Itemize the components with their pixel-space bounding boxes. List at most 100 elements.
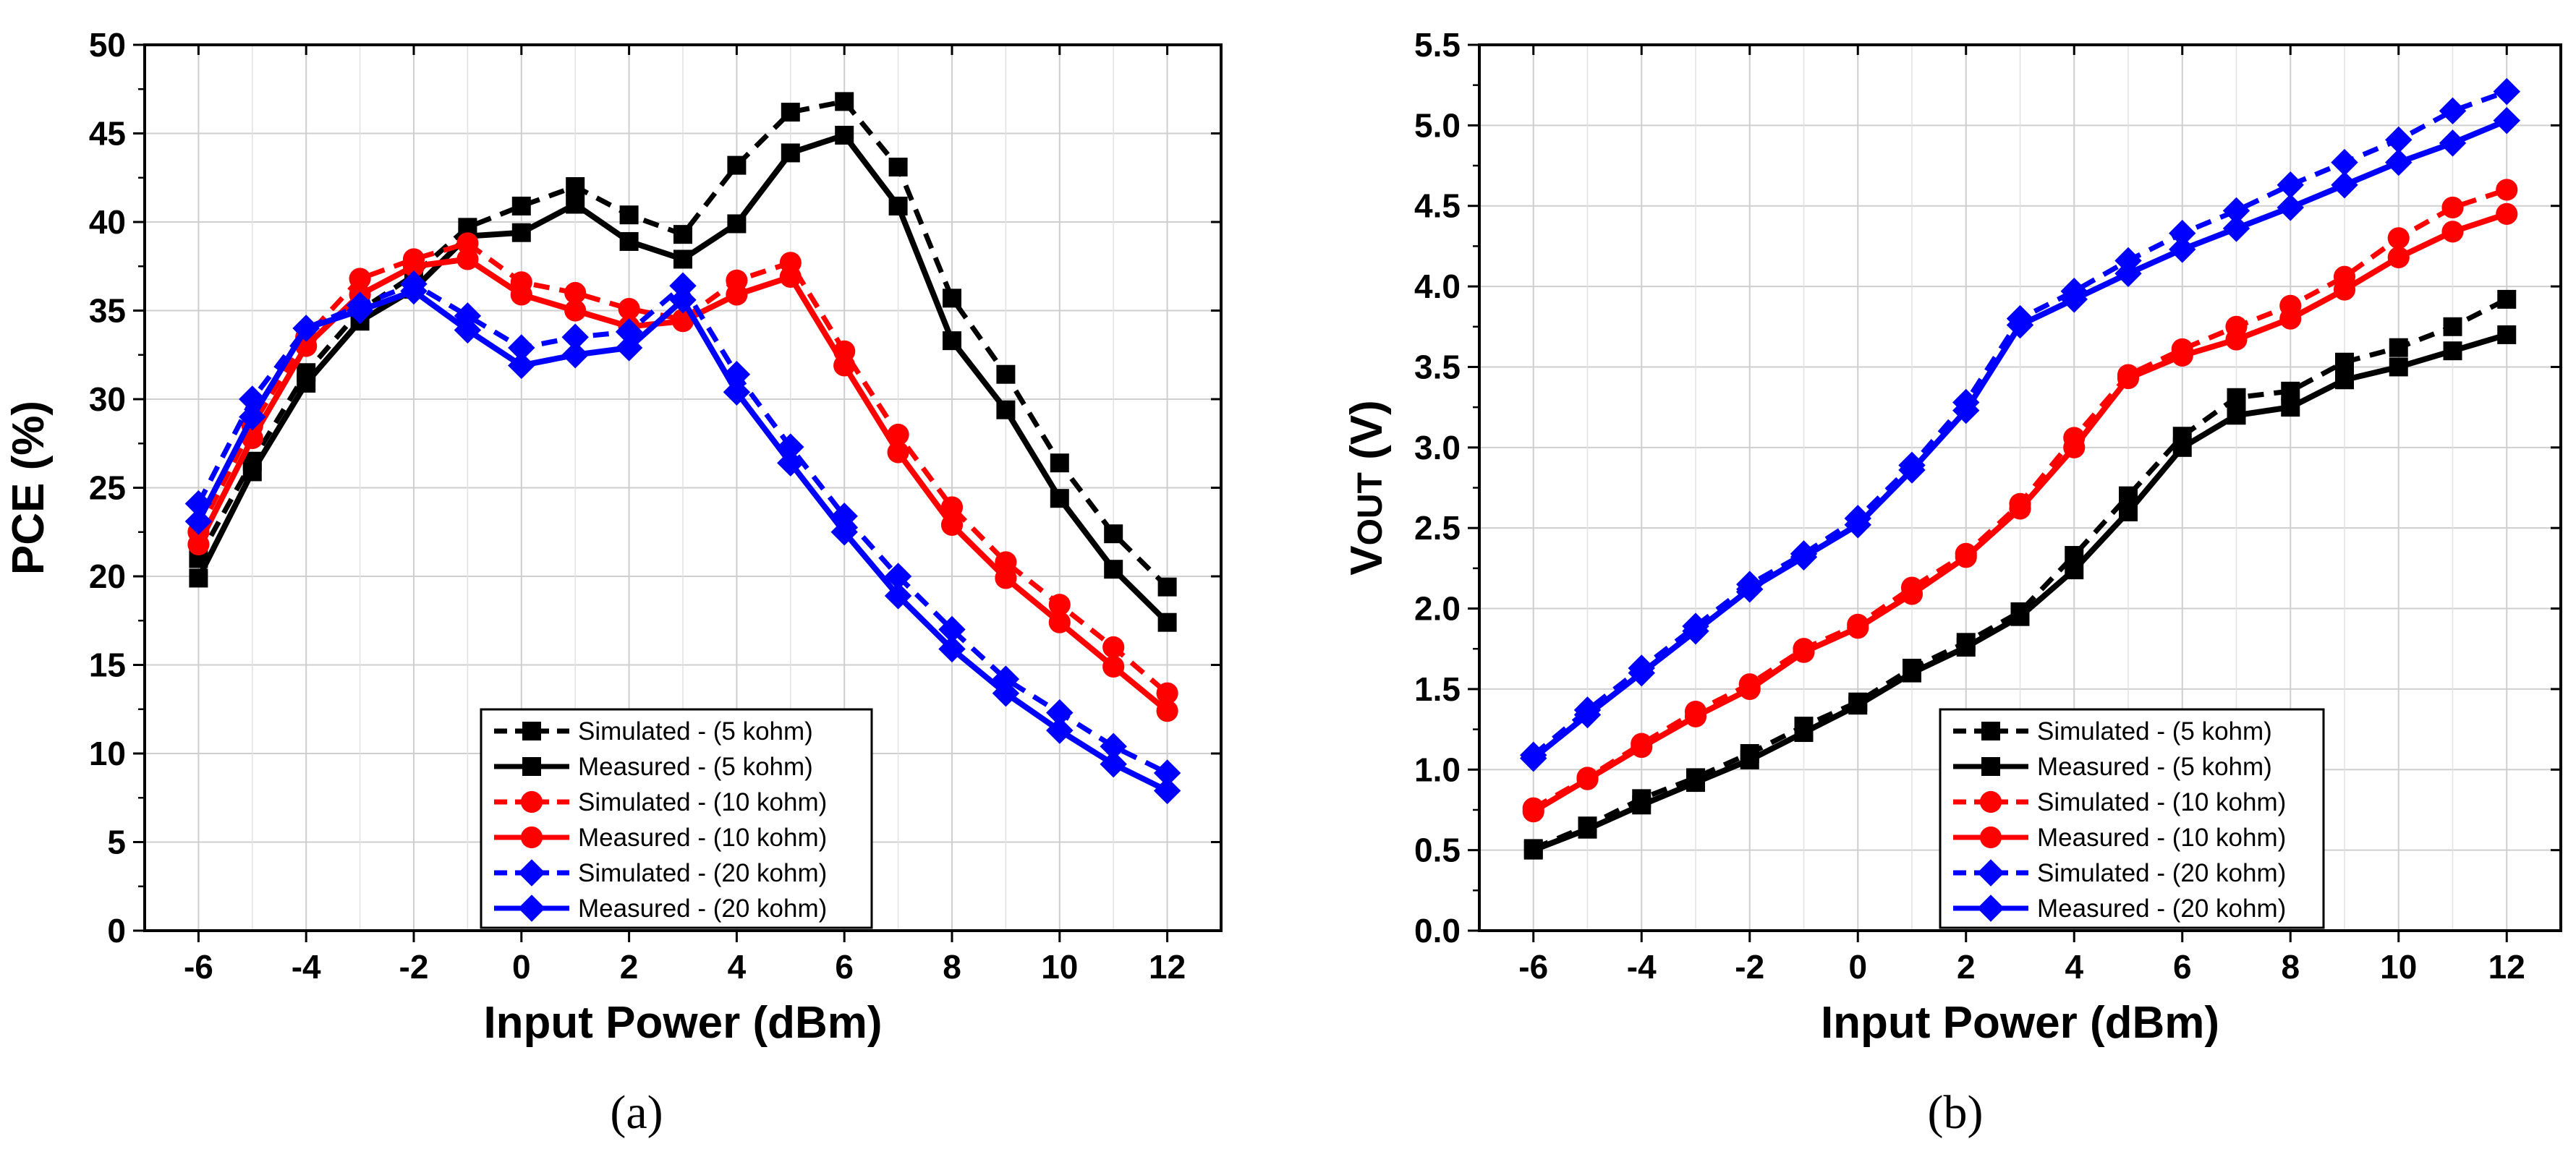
data-point-square (835, 125, 854, 145)
data-point-square (2281, 381, 2300, 401)
y-tick-label: 30 (89, 380, 126, 418)
data-point-diamond (2277, 171, 2304, 199)
data-point-square (1794, 723, 1814, 743)
data-point-circle (726, 283, 748, 306)
x-tick-label: 2 (620, 948, 639, 986)
data-point-square (1104, 524, 1123, 544)
data-point-circle (671, 310, 694, 333)
data-point-circle (2387, 227, 2410, 249)
x-tick-label: 2 (1957, 948, 1976, 986)
data-point-circle (1793, 641, 1815, 663)
x-axis-title: Input Power (dBm) (1821, 998, 2219, 1048)
data-point-square (242, 462, 262, 482)
y-tick-label: 0.0 (1414, 912, 1461, 949)
y-tick-label: 5 (107, 824, 126, 861)
legend-label: Simulated - (5 kohm) (2037, 717, 2272, 746)
data-point-circle (2225, 328, 2248, 351)
data-point-diamond (508, 351, 535, 380)
y-axis-title: VOUT (V) (1342, 400, 1392, 576)
data-point-diamond (454, 316, 482, 344)
data-point-square (522, 722, 541, 740)
data-point-square (2010, 607, 2030, 626)
data-point-diamond (2222, 215, 2250, 242)
x-tick-label: 0 (512, 948, 531, 986)
data-point-square (189, 568, 208, 588)
data-point-circle (940, 513, 964, 537)
data-point-square (2335, 352, 2354, 372)
data-point-square (1523, 840, 1543, 860)
x-axis-title: Input Power (dBm) (483, 998, 882, 1048)
data-point-circle (1900, 583, 1924, 605)
y-tick-label: 40 (89, 203, 126, 241)
data-point-diamond (1573, 701, 1602, 729)
data-point-circle (2496, 202, 2518, 225)
data-point-diamond (518, 895, 545, 922)
data-point-circle (1979, 826, 2002, 849)
data-point-circle (1847, 617, 1869, 639)
data-point-circle (1156, 682, 1178, 704)
data-point-circle (187, 533, 210, 555)
data-point-square (2389, 338, 2408, 357)
data-point-circle (1955, 546, 1977, 568)
data-point-diamond (615, 318, 643, 346)
y-tick-label: 45 (89, 115, 126, 153)
data-point-circle (1048, 594, 1071, 616)
data-point-square (943, 331, 961, 351)
data-point-circle (2441, 221, 2464, 243)
data-point-diamond (2385, 126, 2413, 154)
y-tick-label: 35 (89, 292, 126, 330)
data-point-square (2497, 289, 2517, 309)
data-point-diamond (1153, 759, 1181, 787)
legend-label: Simulated - (10 kohm) (2037, 788, 2286, 816)
data-point-diamond (1790, 543, 1818, 571)
data-point-square (1050, 489, 1069, 508)
x-tick-label: 12 (2488, 948, 2525, 986)
legend-box (1939, 708, 2325, 929)
data-point-diamond (992, 665, 1020, 693)
data-point-square (1578, 819, 1597, 839)
data-point-square (1157, 577, 1177, 597)
series-measured-5-kohm (189, 125, 1177, 632)
x-tick-label: -6 (184, 948, 213, 986)
data-point-square (2119, 502, 2138, 521)
y-tick-label: 4.5 (1414, 187, 1461, 225)
series-measured-20-kohm (184, 277, 1181, 805)
data-point-diamond (723, 378, 751, 406)
x-tick-label: 4 (728, 948, 747, 986)
x-tick-label: 4 (2065, 948, 2083, 986)
legend: Simulated - (5 kohm) Measured - (5 kohm) S… (480, 708, 873, 929)
data-point-square (888, 196, 908, 215)
data-point-diamond (2493, 106, 2520, 135)
data-point-square (996, 364, 1016, 384)
data-point-square (1903, 663, 1921, 683)
legend-label: Simulated - (20 kohm) (578, 859, 827, 887)
data-point-circle (2063, 436, 2086, 458)
data-point-square (1981, 722, 2000, 740)
data-point-circle (1684, 705, 1707, 727)
data-point-diamond (2439, 97, 2467, 125)
legend-label: Measured - (10 kohm) (2037, 824, 2286, 852)
data-point-circle (520, 826, 543, 849)
data-point-diamond (1977, 895, 2005, 922)
data-point-diamond (2006, 311, 2034, 339)
y-tick-label: 5.5 (1414, 26, 1461, 64)
data-point-square (297, 373, 316, 393)
legend-label: Measured - (20 kohm) (2037, 895, 2286, 923)
data-point-circle (349, 268, 371, 290)
y-tick-label: 4.0 (1414, 268, 1461, 305)
data-point-circle (887, 441, 909, 464)
data-point-diamond (2114, 260, 2142, 287)
x-tick-label: -6 (1518, 948, 1548, 986)
data-point-diamond (723, 360, 751, 388)
y-tick-label: 1.5 (1414, 670, 1461, 708)
data-point-square (2443, 317, 2462, 336)
data-point-diamond (884, 582, 912, 610)
data-point-square (2227, 388, 2246, 407)
chart-panel-a: -6 -4 -2 0 2 4 6 8 10 12 0 5 10 15 20 25 30 35 40 45 50 Input… (4, 26, 1223, 1139)
data-point-diamond (669, 272, 697, 299)
data-point-diamond (2169, 236, 2196, 263)
data-point-diamond (239, 403, 266, 431)
data-point-square (1848, 696, 1868, 715)
data-point-diamond (992, 679, 1020, 707)
data-point-square (673, 249, 692, 269)
